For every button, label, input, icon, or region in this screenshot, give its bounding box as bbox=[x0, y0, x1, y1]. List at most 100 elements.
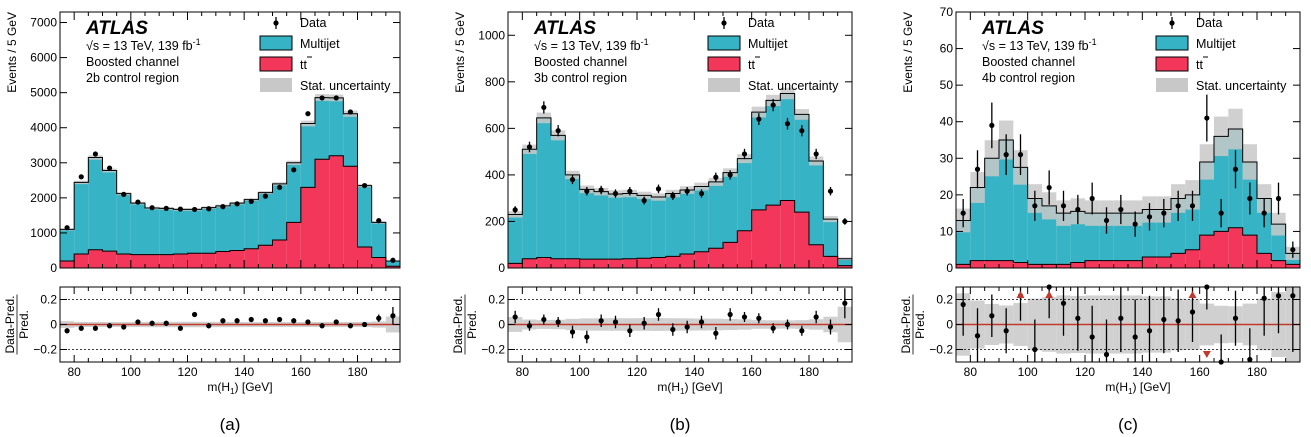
atlas-label: ATLAS bbox=[981, 18, 1044, 39]
ttbar-bar bbox=[1214, 231, 1229, 268]
ratio-point bbox=[1089, 334, 1095, 340]
ttbar-bar bbox=[1113, 260, 1128, 268]
ttbar-bar bbox=[1228, 227, 1243, 268]
ratio-point bbox=[627, 328, 633, 334]
data-point bbox=[1261, 210, 1267, 216]
data-point bbox=[1003, 152, 1009, 158]
data-point bbox=[305, 111, 311, 117]
data-point bbox=[149, 205, 155, 211]
multijet-bar bbox=[837, 258, 852, 266]
ratio-point bbox=[305, 319, 311, 325]
ratio-y-tick-label: 0 bbox=[498, 318, 505, 332]
ratio-point bbox=[713, 330, 719, 336]
data-point bbox=[813, 151, 819, 157]
data-point bbox=[1118, 206, 1124, 213]
ttbar-bar bbox=[680, 254, 695, 268]
ttbar-bar bbox=[1285, 264, 1300, 268]
ratio-point bbox=[262, 318, 269, 324]
legend-ttbar-label: tt bbox=[748, 58, 755, 72]
x-axis-label-sub: 1 bbox=[230, 387, 235, 396]
ratio-y-label-top: Data-Pred. bbox=[451, 295, 465, 353]
ttbar-outline bbox=[59, 155, 401, 268]
ttbar-bar bbox=[60, 260, 75, 268]
multijet-bar bbox=[173, 209, 188, 254]
multijet-outline bbox=[507, 92, 853, 268]
data-point bbox=[641, 197, 647, 204]
ratio-y-tick-label: 0.2 bbox=[40, 293, 57, 307]
ratio-point bbox=[555, 319, 561, 325]
data-point bbox=[974, 166, 981, 172]
x-tick-label: 180 bbox=[1247, 365, 1267, 379]
ratio-point bbox=[1132, 334, 1138, 340]
data-point bbox=[584, 188, 590, 194]
ttbar-bar bbox=[637, 258, 652, 268]
ttbar-bar bbox=[622, 258, 637, 268]
data-point bbox=[655, 186, 662, 192]
ratio-point bbox=[1232, 315, 1239, 321]
data-point bbox=[713, 174, 719, 180]
data-point bbox=[1204, 115, 1210, 121]
multijet-bar bbox=[665, 193, 680, 257]
x-axis-label: m(H1) [GeV] bbox=[1105, 380, 1170, 396]
data-point bbox=[121, 191, 127, 197]
ratio-point bbox=[390, 313, 396, 319]
ratio-point bbox=[64, 328, 70, 334]
ttbar-bar bbox=[694, 251, 709, 268]
ratio-point bbox=[347, 323, 354, 329]
ttbar-bar bbox=[1171, 253, 1186, 268]
data-point bbox=[206, 206, 212, 212]
ratio-point bbox=[92, 325, 99, 331]
multijet-bar bbox=[300, 123, 315, 188]
ratio-point bbox=[512, 314, 518, 320]
multijet-bar bbox=[343, 113, 358, 167]
ttbar-bar bbox=[1070, 262, 1085, 268]
ratio-point bbox=[78, 325, 84, 331]
multijet-outline bbox=[59, 97, 401, 268]
channel-label: Boosted channel bbox=[982, 55, 1075, 69]
lumi-exponent: -1 bbox=[193, 37, 201, 47]
data-point bbox=[262, 193, 269, 199]
ratio-point bbox=[989, 313, 995, 319]
data-point bbox=[291, 167, 297, 173]
multijet-bar bbox=[737, 158, 752, 231]
ttbar-bar bbox=[608, 259, 623, 268]
ratio-point bbox=[234, 318, 240, 324]
x-tick-label: 120 bbox=[627, 365, 647, 379]
multijet-bar bbox=[794, 114, 809, 213]
ratio-point bbox=[526, 323, 533, 329]
ttbar-bar bbox=[1085, 260, 1100, 268]
y-tick-label: 20 bbox=[940, 188, 954, 202]
atlas-label: ATLAS bbox=[533, 18, 596, 39]
ttbar-bar bbox=[837, 265, 852, 268]
ratio-point bbox=[1003, 328, 1009, 334]
multijet-bar bbox=[651, 197, 666, 258]
ttbar-bar bbox=[751, 209, 766, 268]
ttbar-bar bbox=[1257, 253, 1272, 268]
multijet-bar bbox=[145, 208, 160, 255]
ratio-point bbox=[206, 323, 212, 329]
ratio-y-label-top: Data-Pred. bbox=[3, 295, 17, 353]
data-point bbox=[569, 176, 576, 183]
legend-data-marker bbox=[273, 20, 279, 26]
ttbar-bar bbox=[1099, 260, 1114, 268]
multijet-bar bbox=[622, 193, 637, 259]
sqrt-s: √s bbox=[86, 39, 99, 53]
multijet-bar bbox=[1214, 136, 1229, 232]
ratio-point bbox=[135, 319, 141, 325]
ratio-panel: −0.2 0 0.2 80 100 120 140 160 180 Data-Pred. Pred. bbox=[451, 286, 853, 379]
data-point bbox=[698, 190, 705, 197]
data-point bbox=[390, 257, 396, 263]
data-point bbox=[1189, 203, 1196, 209]
multijet-bar bbox=[315, 97, 330, 160]
outlier-up-arrow bbox=[1016, 291, 1025, 298]
lumi-exponent: -1 bbox=[1089, 37, 1097, 47]
data-point bbox=[842, 218, 848, 225]
y-tick-label: 200 bbox=[485, 214, 505, 228]
data-point bbox=[1089, 195, 1095, 202]
outlier-up-arrow bbox=[1188, 291, 1197, 298]
ratio-y-label-top: Data-Pred. bbox=[899, 295, 913, 353]
ttbar-bar bbox=[565, 258, 580, 268]
legend-stat-label: Stat. uncertainty bbox=[300, 79, 391, 93]
legend-multijet-swatch bbox=[259, 35, 293, 51]
